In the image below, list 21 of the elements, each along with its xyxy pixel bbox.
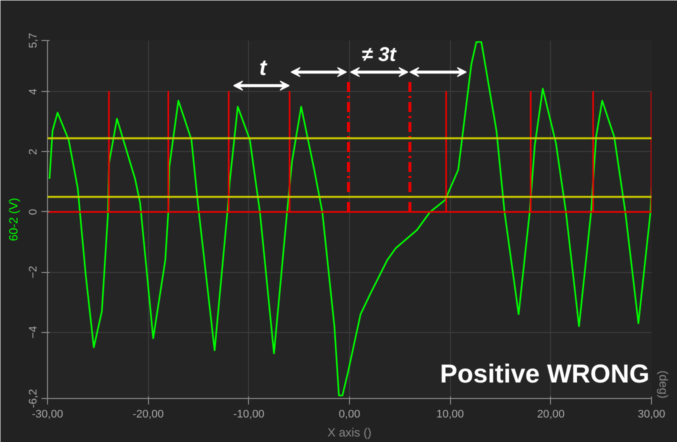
x-axis-title: X axis ()	[328, 426, 372, 440]
x-tick-label: 10,00	[436, 408, 464, 420]
x-tick-label: 0,00	[338, 408, 360, 420]
y-tick-label: −4	[28, 326, 40, 339]
x-tick-label: 30,00	[638, 408, 666, 420]
x-tick-label: -30,00	[32, 408, 64, 420]
x-tick-label: -20,00	[132, 408, 164, 420]
x-tick-label: -10,00	[233, 408, 264, 420]
annotation: t	[259, 55, 268, 80]
y-tick-label: 0	[28, 208, 40, 216]
y-axis-title: 60-2 (V)	[6, 198, 20, 242]
y-tick-label: −2	[28, 266, 40, 278]
y-tick-label: 5,7	[28, 32, 40, 48]
text: (deg)	[656, 370, 670, 399]
annotation: Positive WRONG	[440, 358, 650, 388]
y-tick-label: -6,2	[28, 389, 40, 408]
annotation: ≠ 3t	[362, 44, 398, 66]
line-series	[48, 41, 652, 396]
y-tick-label: 2	[28, 148, 40, 155]
y-tick-label: 4	[28, 88, 40, 95]
x-tick-label: 20,00	[537, 408, 565, 420]
